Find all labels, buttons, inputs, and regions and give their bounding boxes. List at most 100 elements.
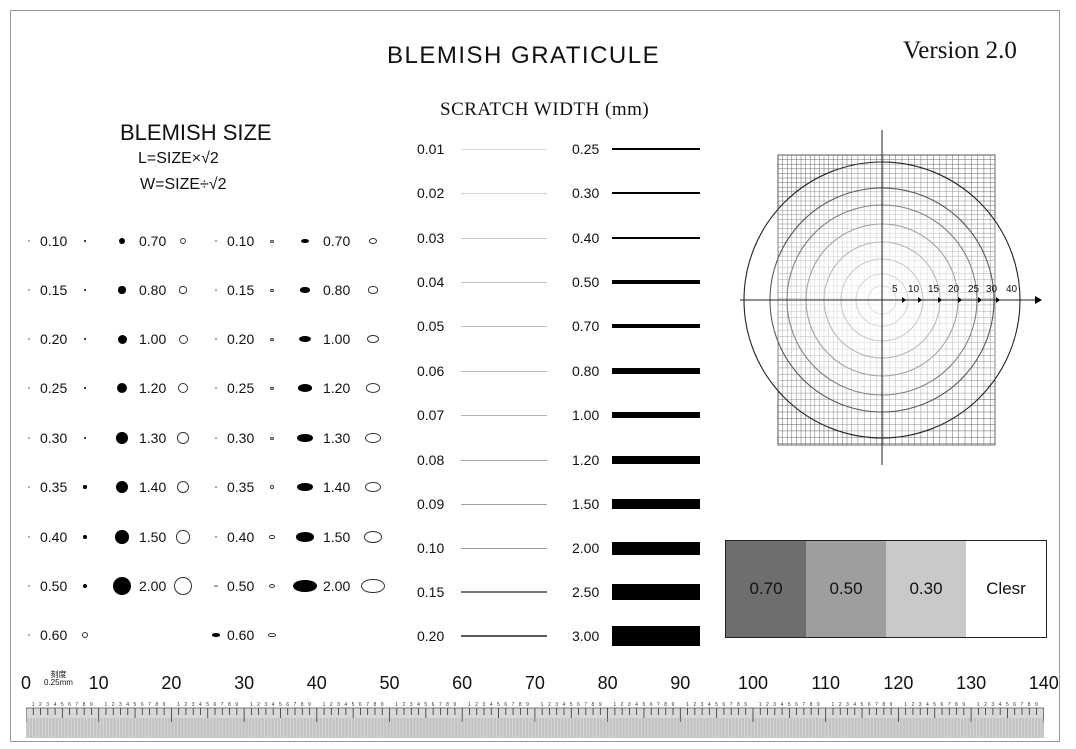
ruler-digit: 5 bbox=[206, 702, 209, 708]
scratch-line bbox=[461, 503, 547, 505]
blemish-dot bbox=[115, 530, 129, 544]
blemish-label: 0.25 bbox=[227, 380, 255, 396]
ruler-digit: 8 bbox=[810, 702, 813, 708]
ruler-digit: 9 bbox=[308, 702, 311, 708]
ruler-digit: 1 bbox=[468, 702, 471, 708]
ruler-digit: 7 bbox=[221, 702, 224, 708]
blemish-ring bbox=[176, 530, 190, 544]
ruler-number: 140 bbox=[1028, 673, 1059, 693]
scratch-line bbox=[461, 237, 547, 239]
ruler-digit: 5 bbox=[570, 702, 573, 708]
ruler-digit: 5 bbox=[497, 702, 500, 708]
blemish-dot bbox=[116, 432, 128, 444]
scratch-label: 2.00 bbox=[572, 540, 600, 556]
blemish-label: 0.40 bbox=[40, 529, 68, 545]
blemish-ellipse-ring bbox=[270, 288, 274, 292]
blemish-ellipse-ring bbox=[268, 583, 276, 589]
ruler-digit: 1 bbox=[686, 702, 689, 708]
faint-ellipse bbox=[214, 585, 218, 587]
ruler-digit: 9 bbox=[453, 702, 456, 708]
ruler-digit: 2 bbox=[330, 702, 333, 708]
scratch-line bbox=[461, 325, 547, 327]
ruler-digit: 6 bbox=[722, 702, 725, 708]
scratch-line bbox=[461, 148, 547, 150]
blemish-dot bbox=[83, 436, 87, 440]
blemish-ring bbox=[179, 286, 187, 294]
blemish-ellipse bbox=[300, 287, 310, 293]
ruler-unit-top: 刻度 bbox=[50, 670, 67, 679]
ruler-digit: 9 bbox=[599, 702, 602, 708]
blemish-ellipse-ring bbox=[364, 481, 382, 493]
scratch-label: 2.50 bbox=[572, 584, 600, 600]
blemish-label: 1.40 bbox=[139, 479, 167, 495]
ruler-digit: 9 bbox=[890, 702, 893, 708]
ruler-digit: 3 bbox=[701, 702, 704, 708]
blemish-ellipse-ring bbox=[368, 237, 378, 245]
blemish-dot bbox=[84, 338, 86, 340]
blemish-dot bbox=[115, 480, 129, 494]
faint-ellipse bbox=[215, 289, 217, 291]
scratch-label: 1.50 bbox=[572, 496, 600, 512]
ring-label: 20 bbox=[948, 284, 960, 295]
blemish-ring bbox=[178, 334, 188, 344]
ruler-digit: 9 bbox=[744, 702, 747, 708]
ruler-digit: 4 bbox=[781, 702, 784, 708]
density-cell-030: 0.30 bbox=[886, 541, 966, 637]
scratch-label: 0.02 bbox=[417, 185, 445, 201]
page-title: BLEMISH GRATICULE bbox=[387, 42, 661, 69]
faint-dot bbox=[27, 633, 31, 637]
ruler-digit: 7 bbox=[75, 702, 78, 708]
scratch-line bbox=[612, 541, 700, 555]
ruler-digit: 6 bbox=[577, 702, 580, 708]
blemish-dot bbox=[116, 382, 128, 394]
scratch-line bbox=[461, 281, 547, 283]
blemish-label: 0.15 bbox=[227, 282, 255, 298]
ruler-number: 20 bbox=[161, 673, 182, 693]
ruler-digit: 2 bbox=[766, 702, 769, 708]
ruler-number: 50 bbox=[379, 673, 400, 693]
blemish-label: 0.60 bbox=[227, 627, 255, 643]
ruler-digit: 8 bbox=[737, 702, 740, 708]
blemish-label: 0.35 bbox=[40, 479, 68, 495]
ruler-digit: 2 bbox=[112, 702, 115, 708]
ruler-digit: 5 bbox=[424, 702, 427, 708]
ruler-digit: 2 bbox=[911, 702, 914, 708]
ruler-digit: 6 bbox=[1013, 702, 1016, 708]
blemish-dot bbox=[118, 286, 126, 294]
ruler-digit: 5 bbox=[788, 702, 791, 708]
ruler-digit: 3 bbox=[773, 702, 776, 708]
blemish-label: 1.00 bbox=[323, 331, 351, 347]
ruler-digit: 7 bbox=[584, 702, 587, 708]
faint-dot bbox=[28, 486, 30, 488]
blemish-label: 1.20 bbox=[323, 380, 351, 396]
ruler-digit: 8 bbox=[955, 702, 958, 708]
blemish-label: 0.35 bbox=[227, 479, 255, 495]
faint-dot bbox=[28, 240, 30, 242]
ruler-digit: 6 bbox=[941, 702, 944, 708]
blemish-dot bbox=[117, 334, 127, 344]
length-formula: L=SIZE×√2 bbox=[138, 150, 219, 167]
ruler-digit: 2 bbox=[39, 702, 42, 708]
ruler-digit: 1 bbox=[395, 702, 398, 708]
ruler-digit: 8 bbox=[155, 702, 158, 708]
faint-dot bbox=[28, 338, 30, 340]
ruler-digit: 4 bbox=[926, 702, 929, 708]
ruler-digit: 2 bbox=[693, 702, 696, 708]
ruler-digit: 1 bbox=[250, 702, 253, 708]
ruler-digit: 2 bbox=[839, 702, 842, 708]
blemish-ellipse-ring bbox=[270, 337, 274, 341]
ring-label: 40 bbox=[1006, 284, 1018, 295]
ruler-digit: 1 bbox=[177, 702, 180, 708]
blemish-ellipse bbox=[212, 633, 220, 637]
scratch-label: 0.25 bbox=[572, 141, 600, 157]
ruler-digit: 1 bbox=[831, 702, 834, 708]
blemish-size-title: BLEMISH SIZE bbox=[120, 120, 272, 145]
blemish-ellipse-ring bbox=[270, 386, 274, 390]
ruler-digit: 2 bbox=[257, 702, 260, 708]
ruler-digit: 2 bbox=[548, 702, 551, 708]
ruler-digit: 8 bbox=[882, 702, 885, 708]
blemish-label: 1.20 bbox=[139, 380, 167, 396]
ruler-digit: 7 bbox=[293, 702, 296, 708]
blemish-ellipse bbox=[300, 238, 310, 244]
ruler-digit: 3 bbox=[919, 702, 922, 708]
